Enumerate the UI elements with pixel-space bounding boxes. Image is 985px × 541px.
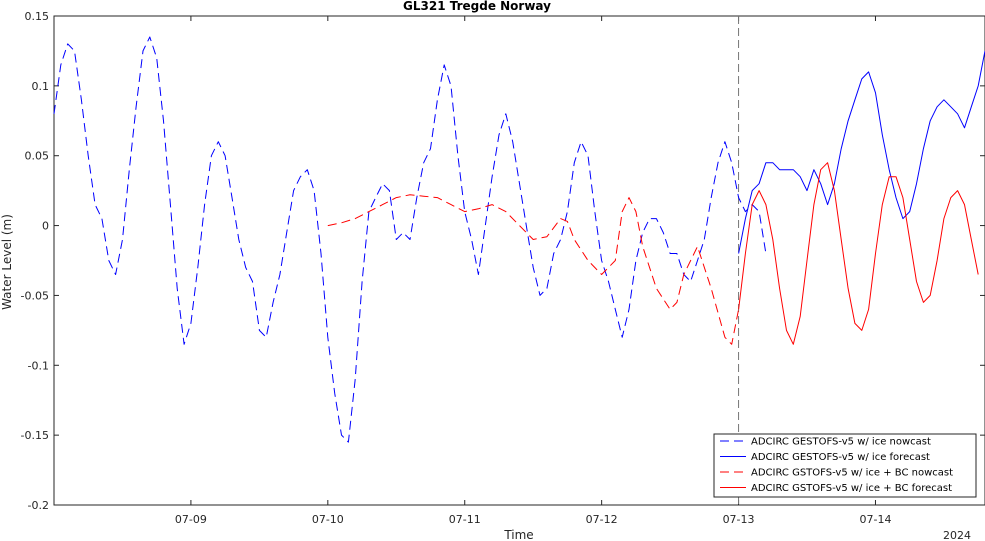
legend-label-2: ADCIRC GESTOFS-v5 w/ ice forecast [751,452,930,463]
y-axis-label: Water Level (m) [0,214,14,310]
x-axis-label: Time [503,528,533,541]
y-tick-label: 0.1 [32,80,50,93]
x-tick-label: 07-11 [449,513,481,526]
x-tick-label: 07-10 [312,513,344,526]
y-axis: -0.2 -0.15 -0.1 -0.05 0 0.05 0.1 0.15 [21,10,985,512]
x-tick-label: 07-14 [859,513,891,526]
y-tick-label: 0.05 [25,150,50,163]
x-tick-label: 07-09 [175,513,207,526]
series-lines [53,36,985,443]
series-line-4 [738,162,979,345]
x-tick-label: 07-13 [723,513,755,526]
x-axis: 07-09 07-10 07-11 07-12 07-13 07-14 [175,16,891,526]
y-tick-label: 0.15 [25,10,50,23]
series-line-3 [327,194,740,345]
chart-title: GL321 Tregde Norway [403,0,551,13]
y-tick-label: -0.2 [28,499,49,512]
legend-label-1: ADCIRC GESTOFS-v5 w/ ice nowcast [751,437,931,448]
legend-label-4: ADCIRC GSTOFS-v5 w/ ice + BC forecast [751,483,952,494]
x-tick-label: 07-12 [586,513,618,526]
y-tick-label: -0.1 [28,359,49,372]
y-tick-label: -0.15 [21,429,49,442]
plot-area [53,15,985,506]
legend-box [713,433,977,498]
legend-label-3: ADCIRC GSTOFS-v5 w/ ice + BC nowcast [751,468,953,479]
x-axis-year-label: 2024 [943,529,971,541]
y-tick-label: -0.05 [21,289,49,302]
legend: ADCIRC GESTOFS-v5 w/ ice nowcast ADCIRC G… [713,433,977,498]
series-line-1 [53,36,767,443]
series-line-2 [738,50,985,254]
y-tick-label: 0 [42,220,49,233]
